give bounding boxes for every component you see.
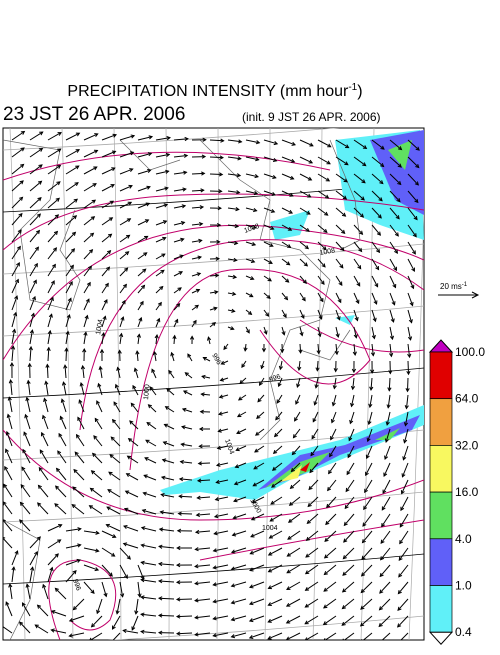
colorbar-over xyxy=(430,340,452,352)
colorbar-label: 32.0 xyxy=(455,438,479,452)
wind-head xyxy=(397,640,400,643)
wind-vector xyxy=(192,173,204,174)
key-text: 20 ms xyxy=(440,282,462,291)
wind-vector xyxy=(210,174,222,175)
init-time: (init. 9 JST 26 APR. 2006) xyxy=(242,110,381,124)
wind-vector xyxy=(407,378,408,391)
wind-vector xyxy=(177,616,192,617)
colorbar-segment xyxy=(430,352,452,399)
wind-vector xyxy=(66,348,67,361)
vector-key-label: 20 ms-1 xyxy=(440,282,468,291)
contour-label: 1004 xyxy=(262,525,278,532)
colorbar-label: 64.0 xyxy=(455,392,479,406)
wind-vector xyxy=(159,615,174,616)
colorbar-under xyxy=(430,632,452,644)
title: PRECIPITATION INTENSITY (mm hour-1) xyxy=(67,82,362,100)
title-close: ) xyxy=(357,83,362,100)
colorbar-label: 1.0 xyxy=(455,579,472,593)
wind-vector xyxy=(408,361,409,374)
wind-vector xyxy=(178,513,192,514)
contour-label: 1000 xyxy=(143,384,151,400)
wind-head xyxy=(110,640,113,643)
vector-key: 20 ms-1 xyxy=(438,282,478,298)
wind-vector xyxy=(210,157,223,158)
colorbar-label: 0.4 xyxy=(455,625,472,639)
colorbar-segment xyxy=(430,586,452,633)
wind-vector xyxy=(177,633,192,634)
wind-vector xyxy=(47,364,48,378)
title-text: PRECIPITATION INTENSITY (mm hour xyxy=(67,83,349,100)
key-exponent: -1 xyxy=(462,282,468,288)
colorbar-segment xyxy=(430,539,452,586)
colorbar-segment xyxy=(430,399,452,446)
colorbar-segment xyxy=(430,492,452,539)
colorbar-label: 100.0 xyxy=(455,345,485,359)
valid-time: 23 JST 26 APR. 2006 xyxy=(3,104,185,125)
colorbar-label: 4.0 xyxy=(455,532,472,546)
colorbar: 100.0 64.0 32.0 16.0 4.0 1.0 0.4 xyxy=(430,340,485,644)
colorbar-label: 16.0 xyxy=(455,485,479,499)
colorbar-segment xyxy=(430,445,452,492)
